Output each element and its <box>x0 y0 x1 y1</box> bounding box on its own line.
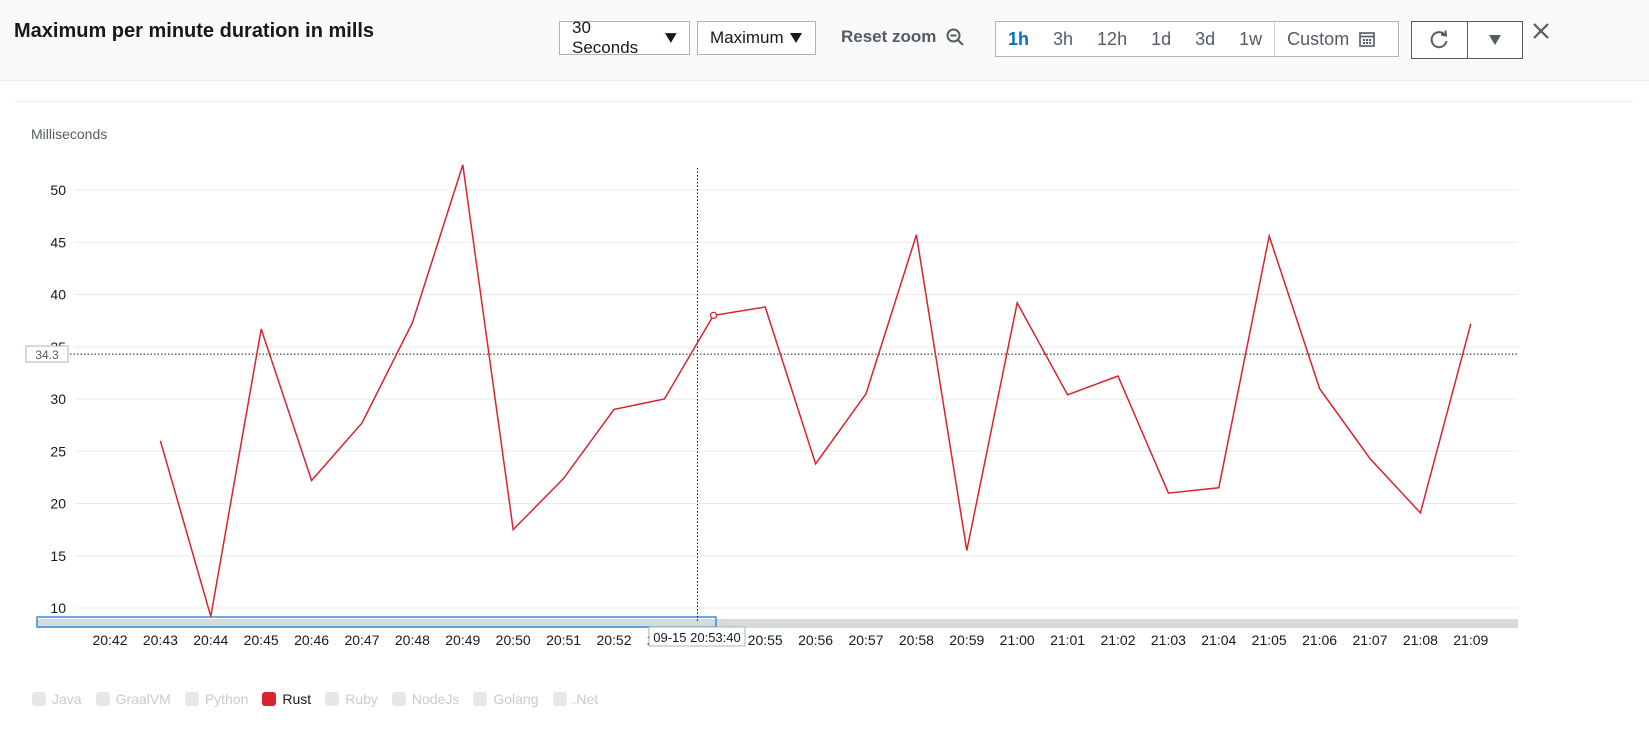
header-divider <box>14 101 1634 102</box>
legend-label: NodeJs <box>411 691 460 707</box>
range-1h[interactable]: 1h <box>1008 28 1030 49</box>
legend-label: Ruby <box>345 691 378 707</box>
close-icon <box>1533 23 1549 39</box>
legend-item[interactable]: Ruby <box>325 691 378 707</box>
x-tick-label: 21:08 <box>1403 632 1438 648</box>
legend-item[interactable]: GraalVM <box>95 691 171 707</box>
x-tick-label: 20:46 <box>294 632 329 648</box>
reset-zoom-label: Reset zoom <box>841 27 937 46</box>
range-custom[interactable]: Custom <box>1274 22 1387 56</box>
legend-label: GraalVM <box>115 691 171 707</box>
x-tick-label: 20:58 <box>899 632 934 648</box>
x-tick-label: 20:55 <box>748 632 783 648</box>
x-tick-label: 21:09 <box>1453 632 1488 648</box>
line-chart[interactable]: Milliseconds10152025303540455020:4220:43… <box>0 110 1649 685</box>
legend-swatch <box>473 692 488 706</box>
range-12h[interactable]: 12h <box>1097 28 1128 49</box>
legend-item[interactable]: Python <box>184 691 249 707</box>
caret-down-icon <box>789 33 802 43</box>
y-tick-label: 10 <box>50 600 66 616</box>
widget-header: Maximum per minute duration in mills 30 … <box>0 0 1649 81</box>
close-button[interactable] <box>1530 20 1552 42</box>
legend-item[interactable]: Golang <box>473 691 539 707</box>
legend-item[interactable]: NodeJs <box>391 691 460 707</box>
refresh-button[interactable] <box>1412 22 1467 58</box>
legend-swatch <box>262 692 277 706</box>
reset-zoom-button[interactable]: Reset zoom <box>841 27 965 47</box>
x-tick-label: 21:00 <box>1000 632 1035 648</box>
widget-title: Maximum per minute duration in mills <box>14 20 375 42</box>
legend-label: Golang <box>493 691 539 707</box>
x-tick-label: 21:06 <box>1302 632 1337 648</box>
x-tick-label: 20:52 <box>596 632 631 648</box>
caret-down-icon <box>665 33 677 43</box>
x-tick-label: 20:49 <box>445 632 480 648</box>
x-tick-label: 21:07 <box>1352 632 1387 648</box>
custom-label: Custom <box>1287 28 1350 49</box>
x-zoom-selection[interactable] <box>36 616 717 628</box>
x-tick-label: 20:45 <box>244 632 279 648</box>
y-tick-label: 15 <box>50 548 66 564</box>
y-hover-box <box>25 345 69 363</box>
x-tick-label: 21:04 <box>1201 632 1236 648</box>
x-hover-box <box>648 626 746 647</box>
y-tick-label: 45 <box>50 234 66 250</box>
legend-swatch <box>325 692 340 706</box>
x-tick-label: 20:48 <box>395 632 430 648</box>
x-tick-label: 21:02 <box>1100 632 1135 648</box>
chart-legend: Java GraalVM Python Rust Ruby NodeJs Golang .Ne… <box>32 691 598 707</box>
y-tick-label: 40 <box>50 287 66 303</box>
legend-swatch <box>391 692 406 706</box>
refresh-button-group <box>1411 21 1523 59</box>
legend-swatch <box>184 692 199 706</box>
y-tick-label: 30 <box>50 391 66 407</box>
x-hover-label: 09-15 20:53:40 <box>653 630 740 645</box>
range-3d[interactable]: 3d <box>1195 28 1216 49</box>
x-tick-label: 20:59 <box>949 632 984 648</box>
statistic-label: Maximum <box>710 28 784 47</box>
refresh-icon <box>1430 30 1448 49</box>
legend-label: Python <box>204 691 249 707</box>
legend-item[interactable]: Java <box>32 691 82 707</box>
x-tick-label: 21:01 <box>1050 632 1085 648</box>
legend-item[interactable]: Rust <box>262 691 311 707</box>
range-1d[interactable]: 1d <box>1151 28 1172 49</box>
statistic-dropdown[interactable]: Maximum <box>697 21 816 55</box>
x-tick-label: 20:50 <box>496 632 531 648</box>
calendar-icon <box>1359 32 1375 47</box>
legend-swatch <box>95 692 110 706</box>
x-tick-label: 21:03 <box>1151 632 1186 648</box>
x-tick-label: 20:44 <box>193 632 228 648</box>
x-tick-label: 20:56 <box>798 632 833 648</box>
legend-label: Rust <box>282 691 312 707</box>
x-tick-label: 21:05 <box>1252 632 1287 648</box>
legend-swatch <box>32 692 46 706</box>
zoom-out-icon <box>946 28 965 46</box>
hover-point-marker <box>709 311 718 319</box>
legend-swatch <box>552 692 567 706</box>
y-tick-label: 20 <box>50 496 66 512</box>
legend-label: .Net <box>572 691 599 707</box>
y-tick-label: 25 <box>50 443 66 459</box>
x-tick-label: 20:57 <box>848 632 883 648</box>
x-tick-label: 20:43 <box>143 632 178 648</box>
legend-item[interactable]: .Net <box>552 691 599 707</box>
series-line-rust[interactable] <box>159 164 1472 617</box>
period-dropdown[interactable]: 30 Seconds <box>559 18 690 57</box>
x-tick-label: 20:42 <box>92 632 127 648</box>
x-tick-label: 20:51 <box>546 632 581 648</box>
x-zoom-track[interactable] <box>36 619 1518 628</box>
y-tick-label: 50 <box>50 182 66 198</box>
caret-down-icon <box>1488 35 1501 45</box>
y-axis-label: Milliseconds <box>31 126 107 142</box>
x-tick-label: 20:47 <box>344 632 379 648</box>
time-range-group: 1h 3h 12h 1d 3d 1w Custom <box>995 21 1399 57</box>
refresh-options-button[interactable] <box>1466 22 1523 58</box>
legend-label: Java <box>52 691 82 707</box>
y-hover-label: 34.3 <box>35 348 59 362</box>
range-3h[interactable]: 3h <box>1053 28 1074 49</box>
period-label: 30 Seconds <box>572 18 639 57</box>
range-1w[interactable]: 1w <box>1239 28 1263 49</box>
